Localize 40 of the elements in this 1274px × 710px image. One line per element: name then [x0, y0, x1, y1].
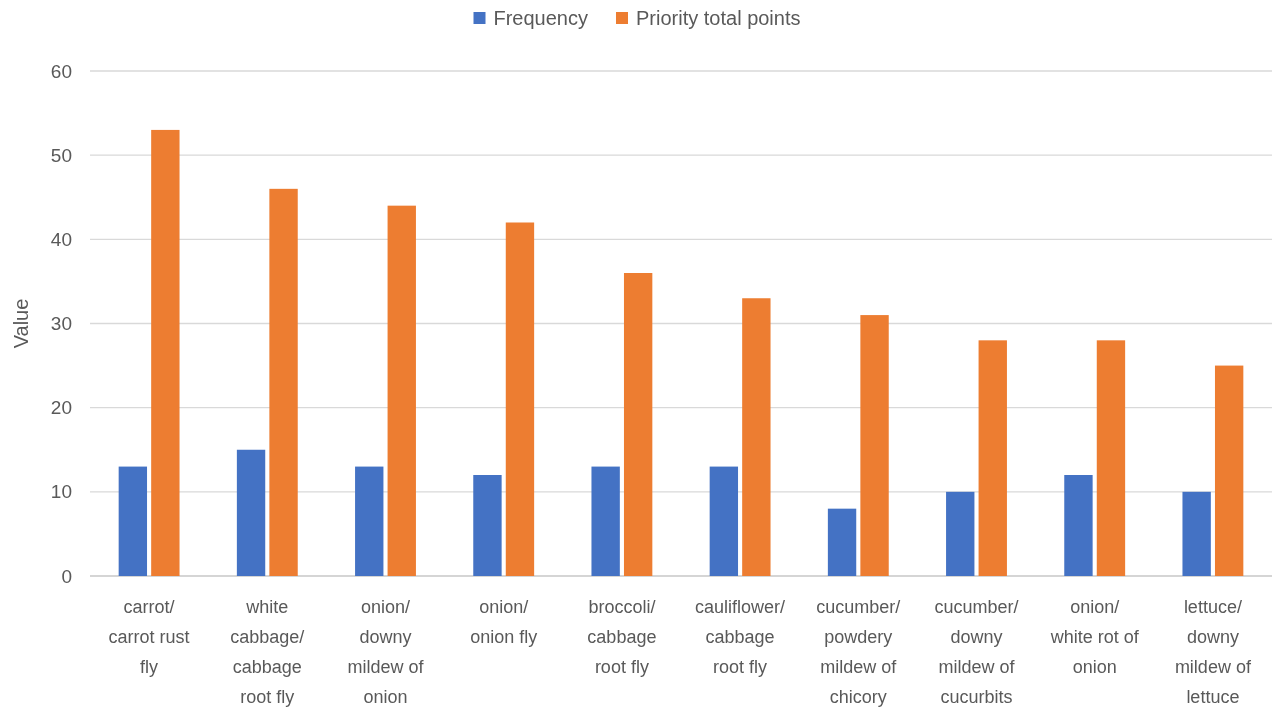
- x-tick-label: cucumber/ downy mildew of cucurbits: [934, 597, 1019, 707]
- y-tick-label: 50: [50, 144, 72, 166]
- bar: [1214, 365, 1244, 576]
- bar: [742, 298, 771, 576]
- bar: [978, 340, 1007, 576]
- x-tick-label: broccoli/ cabbage root fly: [587, 597, 657, 677]
- bar: [591, 466, 620, 576]
- legend-label: Frequency: [493, 7, 588, 29]
- bar: [709, 466, 739, 576]
- x-tick-label: onion/ downy mildew of onion: [347, 597, 425, 707]
- bar: [151, 129, 180, 576]
- bar: [1096, 340, 1126, 576]
- x-tick-label: lettuce/ downy mildew of lettuce: [1174, 597, 1252, 707]
- y-axis-title: Value: [10, 298, 32, 349]
- bar: [946, 491, 975, 576]
- bar: [387, 205, 416, 576]
- bar: [827, 508, 857, 576]
- x-tick-label: onion/ white rot of onion: [1049, 597, 1140, 677]
- bar: [505, 222, 535, 576]
- x-tick-label: white cabbage/ cabbage root fly: [230, 597, 305, 707]
- y-tick-label: 30: [50, 313, 72, 335]
- bar: [860, 315, 889, 576]
- bar: [623, 273, 653, 576]
- y-tick-label: 60: [50, 60, 72, 82]
- y-tick-label: 40: [50, 228, 72, 250]
- bar: [236, 449, 266, 576]
- y-tick-label: 0: [61, 565, 72, 587]
- y-tick-label: 20: [50, 397, 72, 419]
- bar: [1182, 491, 1211, 576]
- bar: [473, 475, 502, 576]
- bar: [1064, 475, 1093, 576]
- bar: [118, 466, 148, 576]
- x-tick-label: cucumber/ powdery mildew of chicory: [816, 597, 901, 707]
- x-tick-label: cauliflower/ cabbage root fly: [695, 597, 786, 677]
- x-tick-label: onion/ onion fly: [470, 597, 538, 647]
- y-tick-label: 10: [50, 481, 72, 503]
- legend-label: Priority total points: [635, 7, 801, 29]
- bar: [269, 188, 298, 576]
- x-tick-label: carrot/ carrot rust fly: [108, 597, 190, 677]
- bar: [355, 466, 384, 576]
